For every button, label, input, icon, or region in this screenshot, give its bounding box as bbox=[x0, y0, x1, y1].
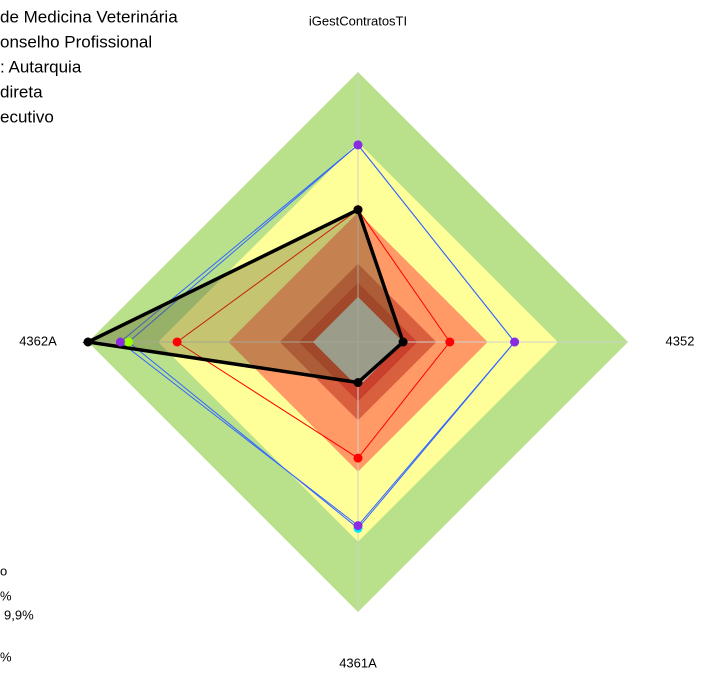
axis-label: 4362A bbox=[19, 333, 57, 348]
data-point bbox=[353, 453, 363, 463]
data-point bbox=[115, 337, 125, 347]
legend-text: % bbox=[0, 649, 12, 664]
data-point bbox=[353, 140, 363, 150]
data-point bbox=[353, 378, 363, 387]
data-point bbox=[445, 337, 455, 347]
data-point bbox=[398, 337, 408, 347]
legend-text: : Autarquia bbox=[0, 57, 82, 76]
axis-label: 4352 bbox=[666, 333, 695, 348]
data-point bbox=[510, 337, 520, 347]
legend-text: onselho Profissional bbox=[0, 32, 152, 51]
legend-text: direta bbox=[0, 82, 43, 101]
legend-text: o bbox=[0, 563, 7, 578]
legend-text: 9,9% bbox=[4, 607, 34, 622]
data-point bbox=[172, 337, 182, 347]
legend-text: ecutivo bbox=[0, 107, 54, 126]
axis-label: 4361A bbox=[339, 655, 377, 670]
data-point bbox=[124, 337, 133, 347]
legend-text: % bbox=[0, 588, 12, 603]
data-point bbox=[83, 337, 93, 347]
legend-text: de Medicina Veterinária bbox=[0, 7, 178, 26]
axis-label: iGestContratosTI bbox=[309, 13, 407, 28]
labels: iGestContratosTI 4352 4361A 4362A de Medicin… bbox=[0, 7, 694, 670]
data-point bbox=[353, 205, 363, 215]
series bbox=[82, 140, 520, 533]
data-point bbox=[353, 521, 363, 531]
